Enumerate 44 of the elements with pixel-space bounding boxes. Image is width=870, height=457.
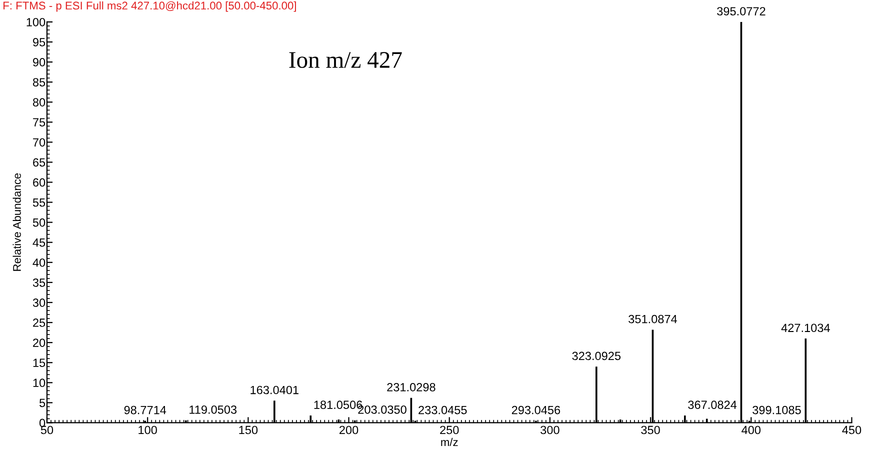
annotation: 231.0298: [387, 383, 436, 392]
y-tick-label: 60: [33, 178, 46, 187]
annotation: 163.0401: [250, 386, 298, 394]
x-tick-label: 350: [641, 426, 660, 434]
y-tick-label: 100: [26, 18, 46, 26]
x-tick-label: 250: [440, 426, 459, 434]
y-tick-label: 50: [32, 218, 46, 227]
annotation: 399.1085: [752, 406, 801, 414]
y-tick-label: 10: [33, 378, 46, 388]
y-tick-label: 15: [33, 358, 46, 367]
annotation: 233.0455: [418, 406, 467, 414]
annotation: 293.0456: [512, 406, 560, 414]
y-tick-label: 5: [40, 398, 46, 408]
y-tick-label: 65: [33, 158, 46, 167]
annotation: 98.7714: [124, 406, 166, 414]
y-tick-label: 40: [32, 258, 46, 267]
y-tick-label: 30: [32, 298, 46, 307]
y-tick-label: 75: [33, 118, 46, 127]
y-axis-title: Relative Abundance: [12, 173, 21, 271]
annotation: 395.0772: [717, 7, 766, 16]
y-tick-label: 20: [33, 338, 46, 347]
y-tick-label: 35: [32, 278, 46, 287]
x-tick-label: 100: [138, 426, 157, 434]
chart-title: F: FTMS - p ESI Full ms2 427.10@hcd21.00 [50.00-450.00]: [4, 1, 296, 12]
y-tick-label: 70: [33, 138, 46, 147]
x-axis-title: m/z: [441, 438, 458, 446]
annotation: Ion m/z 427: [289, 52, 402, 68]
annotation: 119.0503: [190, 405, 237, 414]
y-tick-label: 90: [33, 58, 46, 66]
x-tick-label: 200: [340, 426, 358, 434]
y-tick-label: 25: [33, 318, 46, 327]
x-tick-label: 300: [540, 426, 560, 434]
y-tick-label: 85: [32, 78, 46, 86]
annotation: 367.0824: [688, 400, 737, 410]
y-tick-label: 45: [32, 238, 46, 247]
annotation: 323.0925: [572, 352, 621, 360]
x-tick-label: 450: [842, 426, 862, 434]
y-tick-label: 95: [33, 38, 46, 46]
x-tick-label: 150: [239, 426, 258, 434]
annotation: 351.0874: [628, 314, 678, 324]
y-tick-label: 55: [32, 198, 46, 207]
x-tick-label: 400: [742, 426, 761, 434]
y-tick-label: 80: [32, 98, 46, 106]
annotation: 427.1034: [781, 324, 830, 332]
